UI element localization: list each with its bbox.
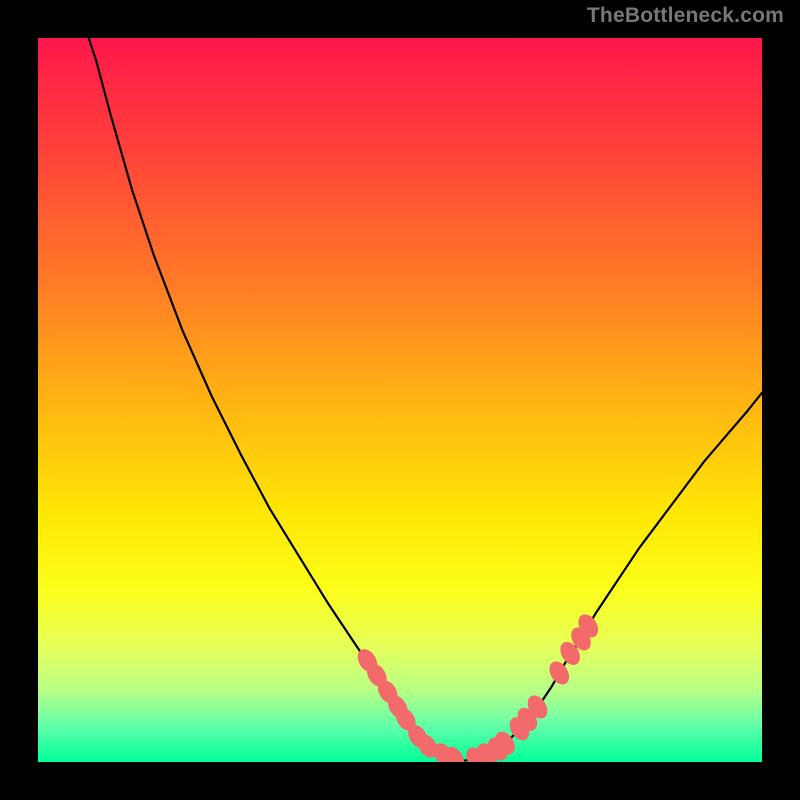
chart-canvas bbox=[0, 0, 800, 800]
chart-background bbox=[38, 38, 762, 762]
bottleneck-chart: TheBottleneck.com bbox=[0, 0, 800, 800]
watermark-label: TheBottleneck.com bbox=[587, 4, 784, 28]
